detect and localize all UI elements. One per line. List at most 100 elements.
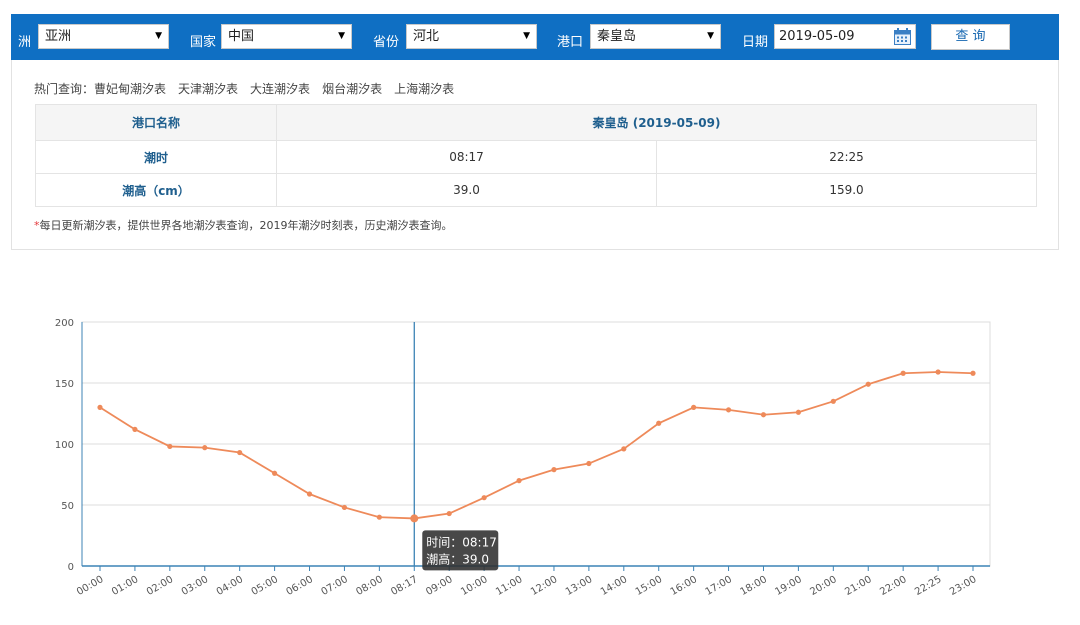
hot-link-shanghai[interactable]: 上海潮汐表 [394, 82, 455, 96]
date-label: 日期 [742, 35, 769, 50]
x-tick-label: 10:00 [459, 574, 489, 598]
tooltip-height: 潮高：39.0 [426, 551, 489, 566]
hot-link-dalian[interactable]: 大连潮汐表 [250, 82, 311, 96]
province-value: 河北 [413, 29, 440, 44]
date-input[interactable]: 2019-05-09 [774, 24, 916, 49]
country-select[interactable]: 中国 ▼ [221, 24, 352, 49]
x-tick-label: 04:00 [215, 574, 245, 598]
y-tick-label: 50 [61, 501, 74, 512]
footnote-text: 每日更新潮汐表，提供世界各地潮汐表查询，2019年潮汐时刻表，历史潮汐表查询。 [39, 219, 453, 232]
x-tick-label: 12:00 [529, 574, 559, 598]
x-tick-label: 11:00 [494, 574, 524, 598]
x-tick-label: 09:00 [424, 574, 454, 598]
x-tick-label: 07:00 [319, 574, 349, 598]
tide-panel: 热门查询：曹妃甸潮汐表 天津潮汐表 大连潮汐表 烟台潮汐表 上海潮汐表 港口名称 秦皇岛… [11, 60, 1059, 250]
series-line [99, 371, 974, 520]
footnote: *每日更新潮汐表，提供世界各地潮汐表查询，2019年潮汐时刻表，历史潮汐表查询。 [34, 217, 453, 233]
x-tick-label: 16:00 [669, 574, 699, 598]
data-point [970, 370, 976, 376]
footnote-star: * [34, 219, 40, 232]
data-point [621, 446, 627, 452]
tide-time-1: 08:17 [276, 140, 657, 174]
port-name-header: 港口名称 [35, 104, 277, 141]
y-tick-label: 200 [55, 318, 74, 329]
x-tick-label: 18:00 [739, 574, 769, 598]
data-point [410, 514, 419, 523]
chevron-down-icon: ▼ [523, 31, 530, 41]
data-point [132, 426, 138, 432]
data-point [481, 495, 487, 501]
tide-height-1: 39.0 [276, 173, 657, 207]
hot-link-yantai[interactable]: 烟台潮汐表 [322, 82, 383, 96]
x-tick-label: 23:00 [948, 574, 978, 598]
data-point [586, 460, 592, 467]
tide-height-2: 159.0 [656, 173, 1037, 207]
data-point [237, 449, 243, 456]
x-tick-label: 08:17 [389, 574, 419, 598]
data-point [202, 445, 208, 451]
filter-bar: 洲 亚洲 ▼ 国家 中国 ▼ 省份 河北 ▼ 港口 秦皇岛 ▼ 日期 2019-… [11, 14, 1059, 60]
x-tick-label: 19:00 [773, 574, 803, 598]
x-tick-label: 20:00 [808, 574, 838, 598]
table-row: 潮高（cm） 39.0 159.0 [35, 173, 1037, 207]
x-tick-label: 22:00 [878, 574, 908, 598]
data-point [935, 369, 941, 375]
port-title: 秦皇岛 (2019-05-09) [276, 104, 1037, 141]
data-point [865, 381, 871, 387]
tooltip-box [422, 530, 499, 571]
y-tick-label: 0 [68, 562, 74, 573]
x-tick-label: 05:00 [250, 574, 280, 598]
tide-table: 港口名称 秦皇岛 (2019-05-09) 潮时 08:17 22:25 潮高（… [35, 104, 1037, 207]
chevron-down-icon: ▼ [338, 31, 345, 41]
continent-label: 洲 [18, 35, 32, 50]
tide-height-label: 潮高（cm） [35, 173, 277, 207]
x-tick-label: 00:00 [75, 574, 105, 598]
data-point [795, 409, 802, 415]
x-tick-label: 21:00 [843, 574, 873, 598]
x-tick-label: 02:00 [145, 574, 175, 598]
data-point [551, 467, 557, 473]
x-tick-label: 15:00 [634, 574, 664, 598]
x-tick-label: 03:00 [180, 574, 210, 598]
port-select[interactable]: 秦皇岛 ▼ [590, 24, 721, 49]
chevron-down-icon: ▼ [155, 31, 162, 41]
port-label: 港口 [557, 35, 584, 50]
data-point [376, 514, 382, 520]
x-tick-label: 17:00 [704, 574, 734, 598]
tooltip-time: 时间：08:17 [426, 535, 497, 549]
tide-time-label: 潮时 [35, 140, 277, 174]
hot-query-label: 热门查询： [34, 82, 95, 96]
data-point [516, 478, 522, 484]
data-point [167, 443, 173, 450]
hot-link-tianjin[interactable]: 天津潮汐表 [178, 82, 239, 96]
province-select[interactable]: 河北 ▼ [406, 24, 537, 49]
chevron-down-icon: ▼ [707, 31, 714, 41]
x-tick-label: 06:00 [285, 574, 315, 598]
tide-chart: 0 50 100 150 200 00:00 01:00 02:00 03:00 04:00 05:… [55, 318, 991, 598]
y-tick-label: 100 [55, 440, 74, 451]
country-value: 中国 [228, 29, 255, 44]
data-point [900, 370, 906, 376]
y-tick-label: 150 [55, 379, 74, 390]
port-value: 秦皇岛 [597, 29, 637, 44]
data-point [446, 510, 452, 517]
hot-query: 热门查询：曹妃甸潮汐表 天津潮汐表 大连潮汐表 烟台潮汐表 上海潮汐表 [34, 80, 466, 97]
query-button[interactable]: 查 询 [931, 24, 1010, 50]
x-tick-label: 01:00 [110, 574, 140, 598]
data-point [760, 412, 767, 418]
data-point [656, 420, 662, 426]
data-point [725, 407, 732, 413]
table-row: 潮时 08:17 22:25 [35, 140, 1037, 174]
date-value: 2019-05-09 [779, 29, 855, 44]
calendar-icon[interactable] [894, 28, 911, 45]
continent-value: 亚洲 [45, 29, 72, 44]
data-point [691, 404, 697, 410]
x-tick-label: 13:00 [564, 574, 594, 598]
continent-select[interactable]: 亚洲 ▼ [38, 24, 169, 49]
data-point [97, 404, 103, 410]
data-point [830, 398, 836, 404]
data-point [306, 491, 313, 497]
country-label: 国家 [190, 35, 217, 50]
x-tick-label: 08:00 [354, 574, 384, 598]
hot-link-caofeidian[interactable]: 曹妃甸潮汐表 [94, 82, 167, 96]
